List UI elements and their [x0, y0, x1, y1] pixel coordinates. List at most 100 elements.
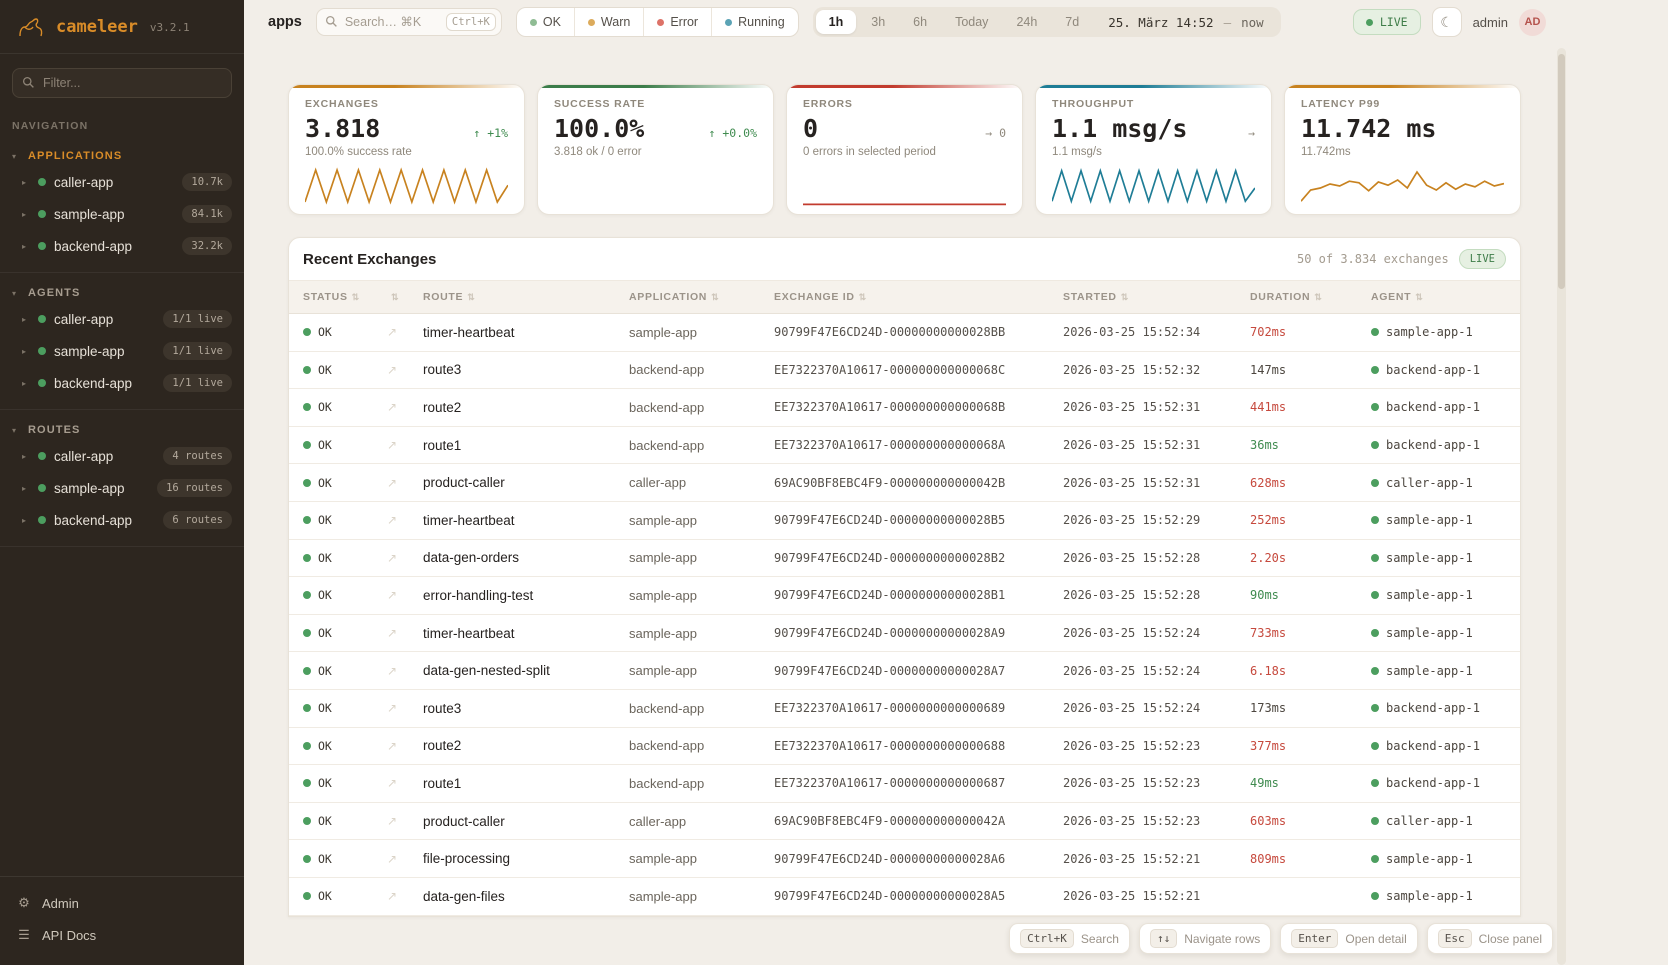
time-range-chip[interactable]: 3h	[871, 15, 886, 29]
table-row[interactable]: OK ↗ timer-heartbeat sample-app 90799F47…	[289, 615, 1520, 653]
row-exchange-id: 90799F47E6CD24D-00000000000028B2	[774, 550, 1006, 565]
table-row[interactable]: OK ↗ file-processing sample-app 90799F47…	[289, 840, 1520, 878]
agent-dot-icon	[1371, 779, 1379, 788]
agent-dot-icon	[1371, 478, 1379, 487]
agent-dot-icon	[1371, 629, 1379, 638]
sidebar-item[interactable]: ▸ caller-app 1/1 live	[0, 303, 244, 335]
avatar[interactable]: AD	[1519, 8, 1546, 36]
row-exchange-id: EE7322370A10617-000000000000068A	[774, 438, 1006, 453]
agent-dot-icon	[1371, 704, 1379, 713]
time-range-chip[interactable]: 6h	[913, 15, 928, 29]
sidebar-group-header[interactable]: ▾ APPLICATIONS	[0, 144, 244, 166]
sidebar-item[interactable]: ▸ backend-app 32.2k	[0, 230, 244, 262]
row-agent: sample-app-1	[1386, 663, 1473, 678]
table-row[interactable]: OK ↗ error-handling-test sample-app 9079…	[289, 577, 1520, 615]
open-link-icon[interactable]: ↗	[387, 362, 398, 377]
time-range-chip[interactable]: 7d	[1065, 15, 1080, 29]
row-application: backend-app	[629, 437, 705, 453]
hint-label: Open detail	[1345, 931, 1407, 946]
sidebar-item[interactable]: ▸ caller-app 4 routes	[0, 440, 244, 472]
open-link-icon[interactable]: ↗	[387, 325, 398, 340]
sidebar-filter-input[interactable]	[12, 68, 232, 98]
table-row[interactable]: OK ↗ product-caller caller-app 69AC90BF8…	[289, 464, 1520, 502]
open-link-icon[interactable]: ↗	[387, 889, 398, 904]
table-row[interactable]: OK ↗ route2 backend-app EE7322370A10617-…	[289, 389, 1520, 427]
sidebar-item-badge: 1/1 live	[163, 374, 232, 392]
scrollbar-thumb[interactable]	[1558, 54, 1565, 289]
card-accent-bar	[1036, 85, 1271, 88]
row-application: sample-app	[629, 888, 697, 904]
open-link-icon[interactable]: ↗	[387, 814, 398, 829]
date-range[interactable]: 25. März 14:52 — now	[1094, 15, 1277, 30]
stat-card: LATENCY P99 11.742 ms 11.742ms	[1284, 84, 1521, 215]
sidebar-item-label: caller-app	[54, 174, 114, 190]
sidebar-item-label: backend-app	[54, 512, 133, 528]
scrollbar[interactable]	[1557, 48, 1566, 965]
table-row[interactable]: OK ↗ route3 backend-app EE7322370A10617-…	[289, 690, 1520, 728]
table-row[interactable]: OK ↗ route2 backend-app EE7322370A10617-…	[289, 728, 1520, 766]
row-route: data-gen-files	[423, 888, 505, 904]
column-header-application[interactable]: APPLICATION ⇅	[629, 291, 720, 303]
row-duration: 49ms	[1250, 776, 1279, 791]
status-dot-icon	[38, 315, 46, 323]
table-row[interactable]: OK ↗ route1 backend-app EE7322370A10617-…	[289, 427, 1520, 465]
table-row[interactable]: OK ↗ route1 backend-app EE7322370A10617-…	[289, 765, 1520, 803]
open-link-icon[interactable]: ↗	[387, 738, 398, 753]
table-row[interactable]: OK ↗ route3 backend-app EE7322370A10617-…	[289, 352, 1520, 390]
table-row[interactable]: OK ↗ data-gen-files sample-app 90799F47E…	[289, 878, 1520, 916]
table-row[interactable]: OK ↗ timer-heartbeat sample-app 90799F47…	[289, 502, 1520, 540]
time-range-chip[interactable]: 24h	[1016, 15, 1038, 29]
sidebar-group-header[interactable]: ▾ ROUTES	[0, 418, 244, 440]
open-link-icon[interactable]: ↗	[387, 550, 398, 565]
column-header-agent[interactable]: AGENT ⇅	[1371, 291, 1424, 303]
column-header-duration[interactable]: DURATION ⇅	[1250, 291, 1323, 303]
sidebar-footer-label: API Docs	[42, 927, 97, 943]
sidebar-item-admin[interactable]: ⚙ Admin	[0, 887, 244, 919]
live-toggle[interactable]: LIVE	[1352, 9, 1421, 35]
open-link-icon[interactable]: ↗	[387, 626, 398, 641]
sidebar-item-api-docs[interactable]: ☰ API Docs	[0, 919, 244, 951]
open-link-icon[interactable]: ↗	[387, 851, 398, 866]
sidebar-item[interactable]: ▸ backend-app 1/1 live	[0, 367, 244, 399]
table-row[interactable]: OK ↗ data-gen-orders sample-app 90799F47…	[289, 540, 1520, 578]
column-header-route[interactable]: ROUTE ⇅	[423, 291, 476, 303]
sidebar-item[interactable]: ▸ sample-app 1/1 live	[0, 335, 244, 367]
open-link-icon[interactable]: ↗	[387, 588, 398, 603]
sort-icon: ⇅	[391, 291, 400, 302]
column-header-link[interactable]: ⇅	[387, 292, 423, 303]
row-route: route1	[423, 437, 462, 453]
status-dot-icon	[38, 178, 46, 186]
open-link-icon[interactable]: ↗	[387, 776, 398, 791]
column-header-status[interactable]: STATUS ⇅	[303, 291, 360, 303]
open-link-icon[interactable]: ↗	[387, 475, 398, 490]
topbar: apps Ctrl+K OK Warn Error Running 1h 3h …	[244, 0, 1668, 44]
open-link-icon[interactable]: ↗	[387, 663, 398, 678]
status-filter-chip[interactable]: OK	[517, 8, 574, 36]
table-row[interactable]: OK ↗ product-caller caller-app 69AC90BF8…	[289, 803, 1520, 841]
open-link-icon[interactable]: ↗	[387, 701, 398, 716]
open-link-icon[interactable]: ↗	[387, 513, 398, 528]
sidebar-item[interactable]: ▸ sample-app 84.1k	[0, 198, 244, 230]
stat-cards: EXCHANGES 3.818 ↑ +1% 100.0% success rat…	[288, 84, 1521, 215]
row-status: OK	[318, 626, 332, 641]
column-header-exchange-id[interactable]: EXCHANGE ID ⇅	[774, 291, 867, 303]
status-filter-chip[interactable]: Running	[711, 8, 798, 36]
table-row[interactable]: OK ↗ data-gen-nested-split sample-app 90…	[289, 652, 1520, 690]
agent-dot-icon	[1371, 892, 1379, 901]
time-range-chip[interactable]: Today	[955, 15, 989, 29]
row-started: 2026-03-25 15:52:31	[1063, 400, 1201, 415]
table-row[interactable]: OK ↗ timer-heartbeat sample-app 90799F47…	[289, 314, 1520, 352]
sidebar-item[interactable]: ▸ sample-app 16 routes	[0, 472, 244, 504]
sidebar-group-header[interactable]: ▾ AGENTS	[0, 281, 244, 303]
row-route: timer-heartbeat	[423, 324, 515, 340]
sidebar-item[interactable]: ▸ backend-app 6 routes	[0, 504, 244, 536]
time-range-chip[interactable]: 1h	[815, 10, 857, 34]
theme-toggle-button[interactable]: ☾	[1431, 7, 1462, 37]
open-link-icon[interactable]: ↗	[387, 438, 398, 453]
status-filter-chip[interactable]: Warn	[573, 8, 643, 36]
status-filter-chip[interactable]: Error	[643, 8, 711, 36]
card-accent-bar	[538, 85, 773, 88]
open-link-icon[interactable]: ↗	[387, 400, 398, 415]
column-header-started[interactable]: STARTED ⇅	[1063, 291, 1129, 303]
sidebar-item[interactable]: ▸ caller-app 10.7k	[0, 166, 244, 198]
